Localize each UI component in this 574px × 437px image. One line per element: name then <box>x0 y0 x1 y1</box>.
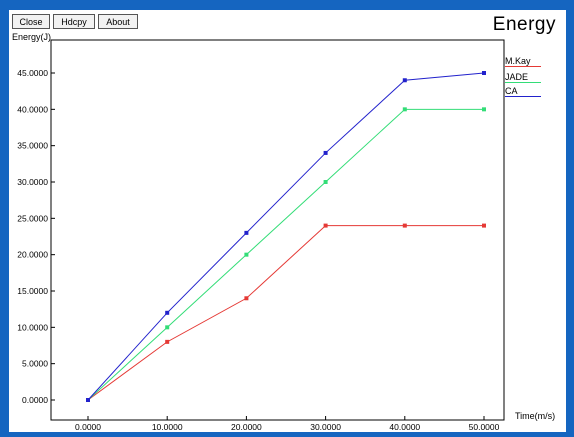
legend-label: JADE <box>505 72 529 82</box>
data-point <box>402 223 407 228</box>
legend-item: M.Kay <box>505 56 545 67</box>
y-tick-label: 5.0000 <box>22 359 48 369</box>
y-tick-label: 0.0000 <box>22 395 48 405</box>
about-button[interactable]: About <box>98 14 138 29</box>
legend-item: JADE <box>505 72 545 83</box>
x-tick-label: 0.0000 <box>75 422 101 432</box>
x-tick-label: 10.0000 <box>152 422 183 432</box>
legend-item: CA <box>505 86 545 97</box>
chart-window: Close Hdcpy About Energy Energy(J) Time(… <box>9 10 566 432</box>
chart-title: Energy <box>492 14 556 35</box>
data-point <box>165 325 170 330</box>
y-tick-label: 10.0000 <box>17 322 48 332</box>
data-point <box>402 107 407 112</box>
plot-frame <box>50 39 505 421</box>
legend-label: CA <box>505 86 518 96</box>
data-point <box>86 398 90 402</box>
y-tick-label: 30.0000 <box>17 177 48 187</box>
x-axis-label: Time(m/s) <box>515 411 556 421</box>
data-point <box>244 296 249 301</box>
y-tick-label: 20.0000 <box>17 250 48 260</box>
data-point <box>402 78 407 83</box>
series-line <box>87 225 484 401</box>
y-axis-label: Energy(J) <box>12 32 52 42</box>
y-tick-label: 15.0000 <box>17 286 48 296</box>
data-point <box>323 223 328 228</box>
series-line <box>87 72 485 401</box>
data-point <box>323 180 328 184</box>
y-tick-label: 35.0000 <box>17 141 48 151</box>
data-point <box>482 71 486 75</box>
plot-area: 0.0000 5.0000 10.0000 15.0000 20.0000 25.0000… <box>17 39 505 432</box>
x-tick-label: 30.0000 <box>310 422 341 432</box>
y-tick-label: 40.0000 <box>17 104 48 114</box>
data-point <box>165 310 170 315</box>
data-point <box>482 107 486 112</box>
data-point <box>244 230 249 235</box>
hdcpy-button[interactable]: Hdcpy <box>53 14 95 29</box>
close-button[interactable]: Close <box>12 14 50 29</box>
x-tick-label: 20.0000 <box>231 422 262 432</box>
data-point <box>482 223 486 228</box>
series-line <box>87 108 484 401</box>
x-tick-label: 40.0000 <box>389 422 420 432</box>
legend-swatch <box>505 66 541 67</box>
data-point <box>323 150 328 155</box>
y-tick-label: 25.0000 <box>17 213 48 223</box>
y-tick-label: 45.0000 <box>17 68 48 78</box>
legend-label: M.Kay <box>505 56 531 66</box>
x-tick-label: 50.0000 <box>469 422 500 432</box>
data-point <box>165 339 170 344</box>
legend-swatch <box>505 96 541 97</box>
data-point <box>244 252 249 257</box>
legend-swatch <box>505 82 541 83</box>
